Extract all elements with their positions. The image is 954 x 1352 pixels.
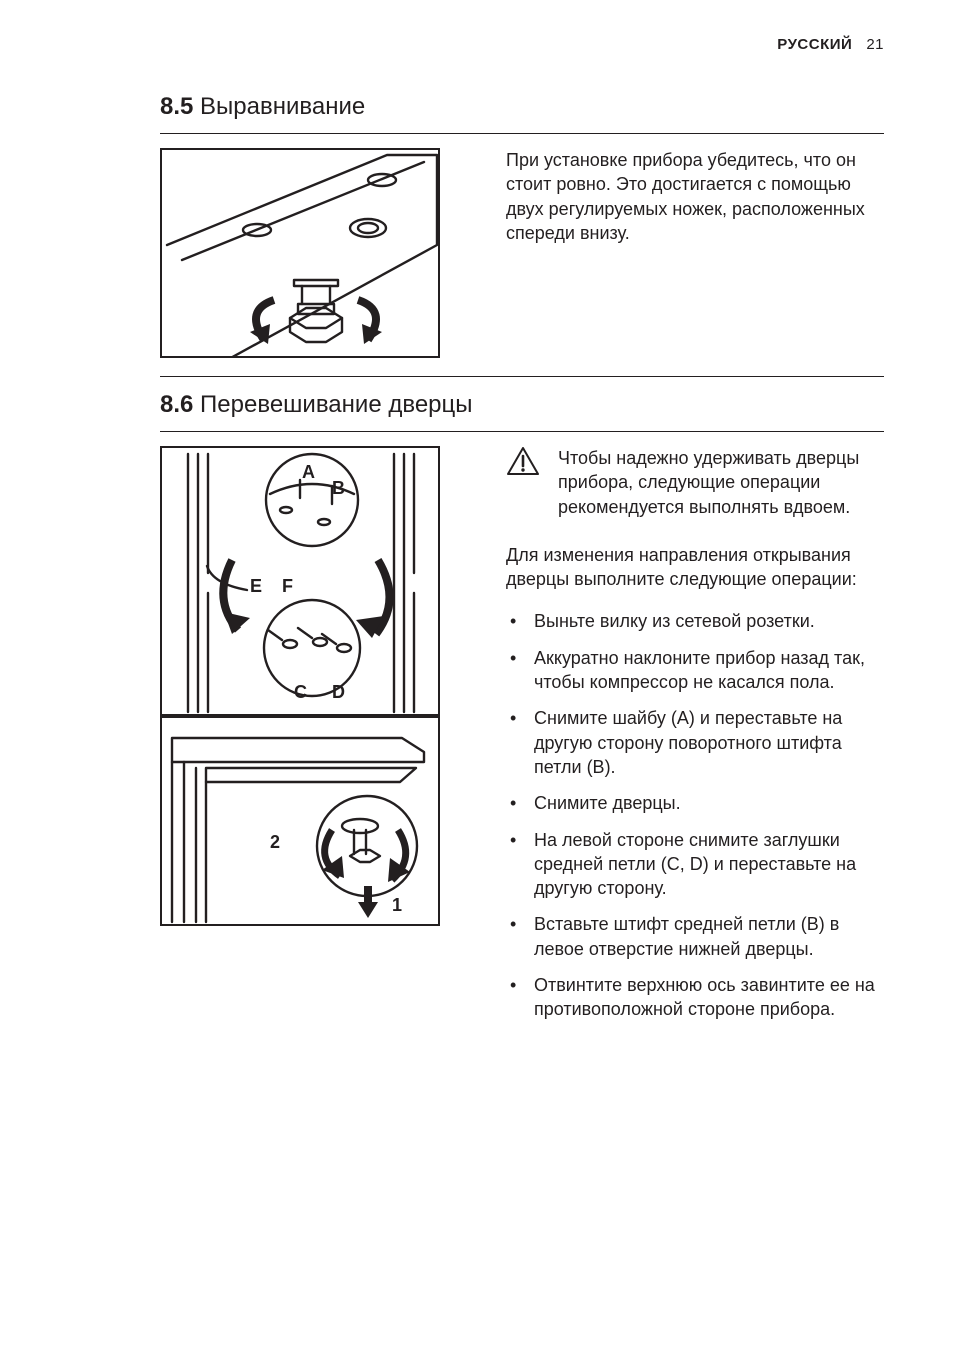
header-page-number: 21 [866,36,884,53]
figure1-label-E: E [250,576,262,597]
section-85-heading: Выравнивание [200,93,365,120]
step-item: Снимите шайбу (A) и переставьте на другу… [528,706,884,779]
section-86-title: 8.6 Перевешивание дверцы [160,391,884,419]
figure1-label-B: B [332,478,345,499]
section-85-number: 8.5 [160,93,193,120]
warning-icon [506,446,540,476]
divider [160,431,884,432]
step-item: Вставьте штифт средней петли (B) в левое… [528,912,884,961]
top-pin-figure: 2 1 [160,716,440,926]
figure2-label-1: 1 [392,895,402,916]
divider [160,133,884,134]
section-85-title: 8.5 Выравнивание [160,93,884,121]
step-item: Аккуратно наклоните прибор назад так, чт… [528,646,884,695]
leveling-figure [160,148,440,358]
figure1-label-A: A [302,462,315,483]
figure1-label-C: C [294,682,307,703]
step-item: Снимите дверцы. [528,791,884,815]
figure1-label-D: D [332,682,345,703]
divider [160,376,884,377]
step-item: Отвинтите верхнюю ось завинтите ее на пр… [528,973,884,1022]
figure1-label-F: F [282,576,293,597]
figure2-label-2: 2 [270,832,280,853]
page-header: РУССКИЙ 21 [160,36,884,53]
steps-list: Выньте вилку из сетевой розетки. Аккурат… [506,609,884,1021]
warning-block: Чтобы надежно удерживать дверцы прибора,… [506,446,884,519]
section-86-intro: Для изменения направления открыва­ния дв… [506,543,884,592]
step-item: На левой стороне снимите заглушки средне… [528,828,884,901]
section-86-heading: Перевешивание дверцы [200,391,472,418]
section-86-number: 8.6 [160,391,193,418]
warning-text: Чтобы надежно удерживать дверцы прибора,… [558,446,884,519]
header-language: РУССКИЙ [777,36,852,53]
door-hinge-figure: A B E F C D [160,446,440,716]
section-85-paragraph: При установке прибора убедитесь, что он … [506,148,884,245]
step-item: Выньте вилку из сетевой розетки. [528,609,884,633]
